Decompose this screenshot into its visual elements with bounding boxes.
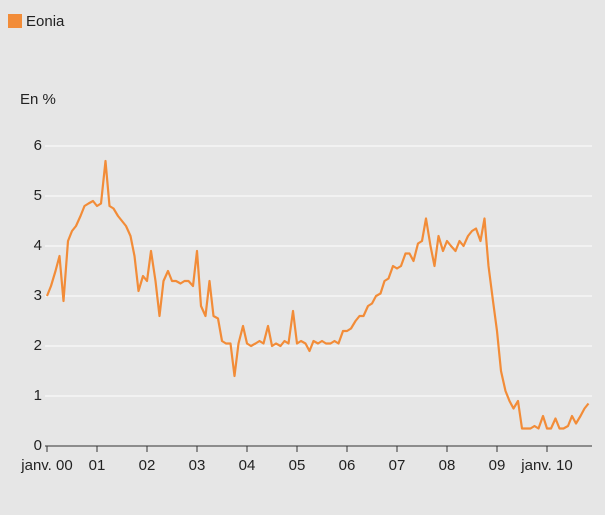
x-tick-label: janv. 10: [520, 457, 572, 474]
y-tick-label: 5: [34, 187, 42, 204]
x-tick-label: 02: [139, 457, 156, 474]
x-tick-label: 09: [489, 457, 506, 474]
y-axis-label: En %: [20, 91, 56, 108]
x-tick-label: 03: [189, 457, 206, 474]
x-tick-label: 01: [89, 457, 106, 474]
y-tick-label: 0: [34, 437, 42, 454]
x-tick-label: 05: [289, 457, 306, 474]
data-line: [45, 159, 590, 430]
legend-label: Eonia: [26, 13, 65, 30]
x-tick-label: 04: [239, 457, 256, 474]
y-tick-label: 1: [34, 387, 42, 404]
y-tick-label: 2: [34, 337, 42, 354]
y-tick-label: 4: [34, 237, 42, 254]
legend-swatch: [8, 14, 22, 28]
x-tick-label: 06: [339, 457, 356, 474]
y-tick-label: 6: [34, 137, 42, 154]
x-tick-label: janv. 00: [20, 457, 72, 474]
x-tick-label: 07: [389, 457, 406, 474]
x-tick-label: 08: [439, 457, 456, 474]
y-tick-label: 3: [34, 287, 42, 304]
